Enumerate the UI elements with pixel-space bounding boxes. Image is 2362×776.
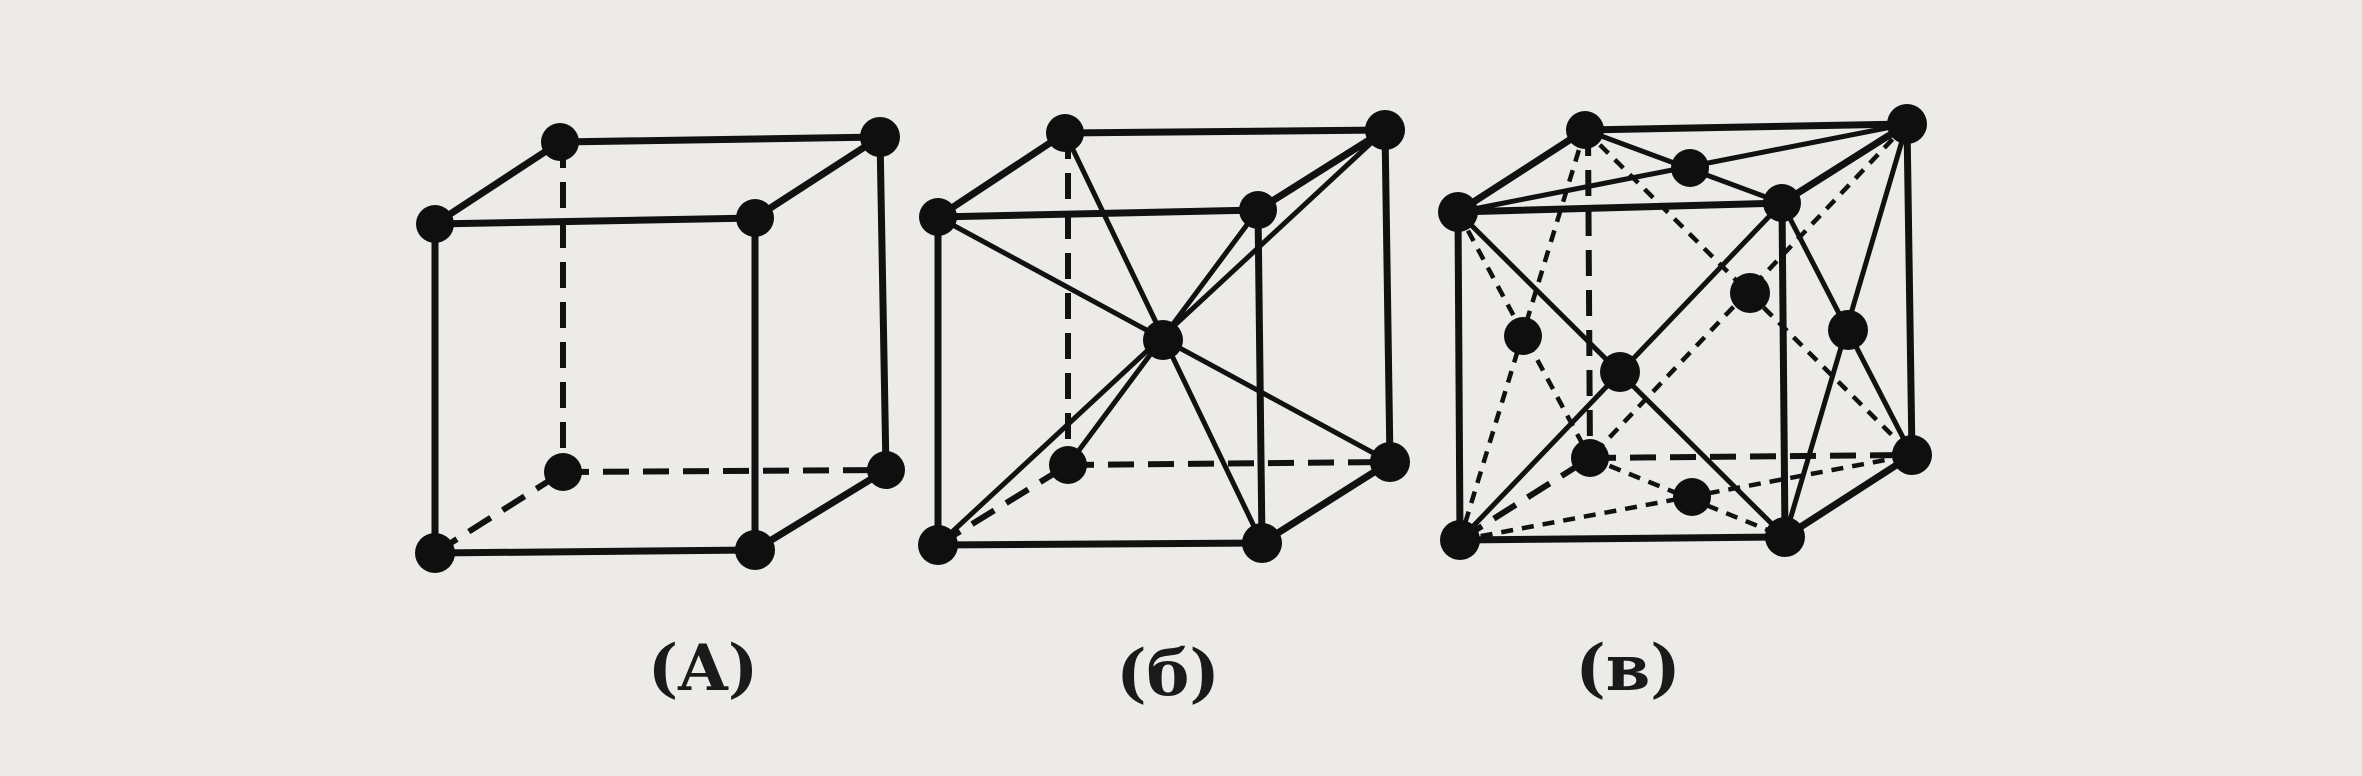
caption-b: (б) xyxy=(1116,636,1219,711)
lattice-atoms xyxy=(918,110,1410,565)
lattice-atoms xyxy=(1438,104,1932,560)
cube-body-centered xyxy=(918,110,1410,565)
caption-v: (в) xyxy=(1575,631,1680,706)
lattice-atoms xyxy=(415,117,905,573)
caption-a: (A) xyxy=(648,631,758,706)
cube-face-centered xyxy=(1438,104,1932,560)
cube-simple-cubic xyxy=(415,117,905,573)
